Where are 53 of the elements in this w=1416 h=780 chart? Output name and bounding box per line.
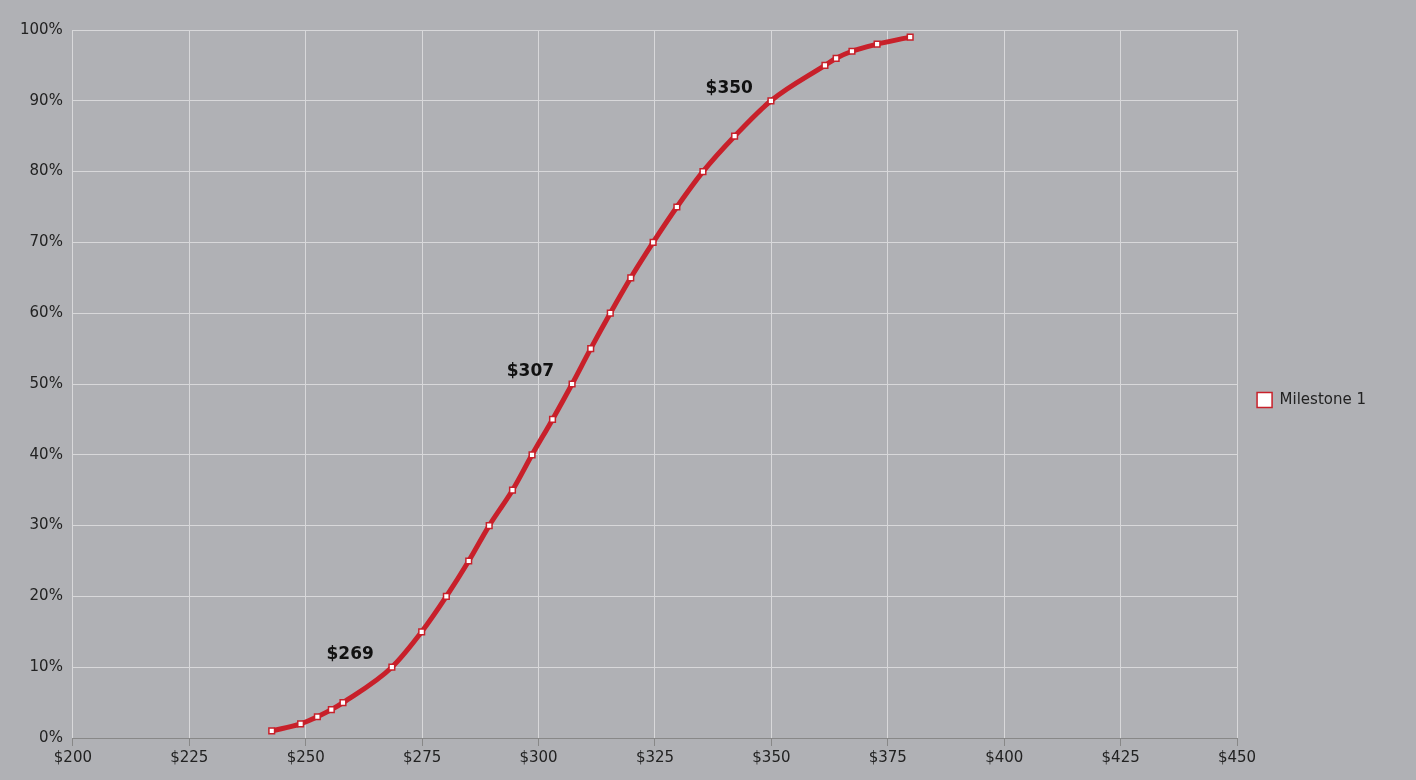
x-tick-label: $400 — [985, 747, 1024, 766]
point — [548, 415, 557, 423]
x-tick-label: $225 — [170, 747, 209, 766]
y-tick-label: 80% — [29, 161, 63, 180]
y-tick-label: 20% — [29, 586, 63, 605]
y-tick-label: 50% — [29, 373, 63, 392]
x-tick-label: $425 — [1101, 747, 1140, 766]
point — [339, 699, 347, 707]
annotation: $350 — [705, 76, 754, 97]
point — [673, 203, 681, 211]
point — [587, 345, 595, 353]
point — [268, 727, 276, 735]
y-tick-label: 0% — [39, 727, 63, 746]
point — [832, 54, 840, 62]
annotation: $269 — [326, 643, 374, 664]
y-tick-label: 90% — [29, 90, 63, 109]
point — [465, 557, 473, 565]
point — [873, 40, 881, 48]
legend-label: Milestone 1 — [1279, 389, 1367, 408]
point — [699, 168, 707, 176]
point — [442, 592, 450, 600]
point — [297, 720, 305, 728]
point — [418, 628, 426, 636]
x-tick-label: $350 — [752, 747, 791, 766]
point — [906, 33, 914, 41]
x-tick-label: $250 — [286, 747, 325, 766]
point — [606, 309, 614, 317]
point — [627, 274, 635, 282]
annotation: $307 — [506, 359, 555, 380]
x-tick-label: $450 — [1217, 747, 1257, 766]
point — [731, 132, 739, 140]
y-tick-label: 40% — [29, 444, 63, 463]
y-tick-label: 30% — [29, 515, 63, 534]
y-tick-label: 70% — [29, 232, 63, 251]
y-tick-label: 100% — [19, 19, 63, 38]
point — [485, 522, 493, 530]
point — [313, 713, 321, 721]
x-tick-label: $325 — [635, 747, 675, 766]
x-tick-label: $275 — [403, 747, 442, 766]
y-tick-label: 10% — [29, 657, 63, 676]
point — [528, 451, 536, 459]
y-tick-label: 60% — [29, 303, 63, 322]
point — [848, 47, 856, 55]
x-tick-label: $300 — [519, 747, 558, 766]
point — [568, 380, 576, 388]
x-tick-label: $200 — [53, 747, 92, 766]
point — [508, 486, 517, 494]
point — [767, 97, 775, 105]
x-tick-label: $375 — [868, 747, 907, 766]
point — [649, 238, 657, 246]
point — [327, 706, 335, 714]
point — [821, 61, 829, 69]
point — [388, 663, 396, 671]
